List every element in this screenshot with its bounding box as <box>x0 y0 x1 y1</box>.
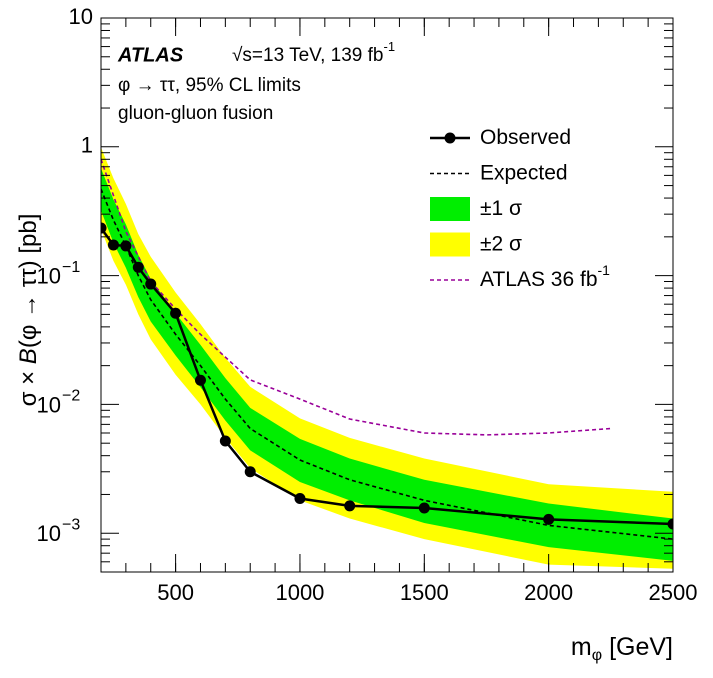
observed-marker <box>418 502 430 514</box>
legend-label: Observed <box>480 126 571 149</box>
y-label-a: σ × <box>15 364 42 406</box>
experiment-label: ATLAS <box>117 44 184 66</box>
y-axis-label: σ × B(φ → ττ) [pb] <box>15 214 42 407</box>
y-tick-label: 1 <box>81 133 93 158</box>
dashed-line <box>101 159 611 436</box>
y-tick-label: 10 <box>37 263 61 288</box>
y-tick-base: 10 <box>37 521 61 546</box>
y-tick-exponent: −3 <box>62 516 80 533</box>
energy-label: √s=13 TeV, 139 fb-1 <box>232 39 395 66</box>
x-tick-label: 500 <box>157 580 194 605</box>
production-label: gluon-gluon fusion <box>118 103 273 124</box>
y-tick-base: 10 <box>37 263 61 288</box>
observed-marker <box>145 278 157 290</box>
legend: Observed Expected ±1 σ ±2 σ ATLAS 36 fb-1 <box>430 126 610 291</box>
lines <box>101 159 673 540</box>
legend-swatch <box>430 197 470 221</box>
dashed-line <box>101 188 673 540</box>
legend-text: Observed <box>480 126 571 149</box>
observed-marker <box>219 435 231 447</box>
observed-marker <box>170 307 182 319</box>
y-tick-label: 10 <box>37 392 61 417</box>
x-tick-label: 1000 <box>275 580 324 605</box>
energy-text: √s=13 TeV, 139 fb <box>232 45 383 66</box>
y-tick-exponent: −1 <box>62 259 80 276</box>
observed-marker <box>244 466 256 478</box>
x-label-m: m <box>571 633 592 661</box>
legend-label: ±2 σ <box>480 232 522 255</box>
legend-text: ATLAS 36 fb <box>480 268 598 291</box>
y-tick-label: 10 <box>69 4 93 29</box>
y-label-b: B <box>15 348 42 364</box>
x-label-unit: [GeV] <box>602 633 673 661</box>
legend-label: Expected <box>480 161 568 184</box>
legend-text: ±1 σ <box>480 197 522 220</box>
observed-marker <box>101 222 107 234</box>
observed-marker <box>194 374 206 386</box>
legend-swatch <box>430 232 470 257</box>
observed-marker <box>543 513 555 525</box>
y-tick-base: 10 <box>37 392 61 417</box>
y-tick-exponent: −2 <box>62 388 80 405</box>
y-tick-label: 10 <box>37 521 61 546</box>
observed-marker <box>294 493 306 505</box>
legend-text: ±2 σ <box>480 232 522 255</box>
observed-marker <box>344 500 356 512</box>
process-label: φ → ττ, 95% CL limits <box>118 75 301 96</box>
observed-marker <box>120 240 132 252</box>
observed-marker <box>107 239 119 251</box>
observed-marker <box>667 518 673 530</box>
legend-label: ±1 σ <box>480 197 522 220</box>
x-tick-label: 2500 <box>649 580 698 605</box>
x-axis-label: mφ [GeV] <box>571 633 673 665</box>
plot-frame <box>100 17 674 573</box>
legend-label: ATLAS 36 fb-1 <box>480 262 610 291</box>
energy-superscript: -1 <box>383 39 395 54</box>
observed-marker <box>132 261 144 273</box>
legend-marker <box>444 132 456 144</box>
legend-text: Expected <box>480 161 568 184</box>
bands <box>101 147 673 569</box>
x-tick-label: 2000 <box>524 580 573 605</box>
y-label-c: (φ → ττ) [pb] <box>15 214 42 349</box>
legend-superscript: -1 <box>598 262 611 278</box>
x-tick-label: 1500 <box>400 580 449 605</box>
x-label-sub: φ <box>592 647 602 664</box>
